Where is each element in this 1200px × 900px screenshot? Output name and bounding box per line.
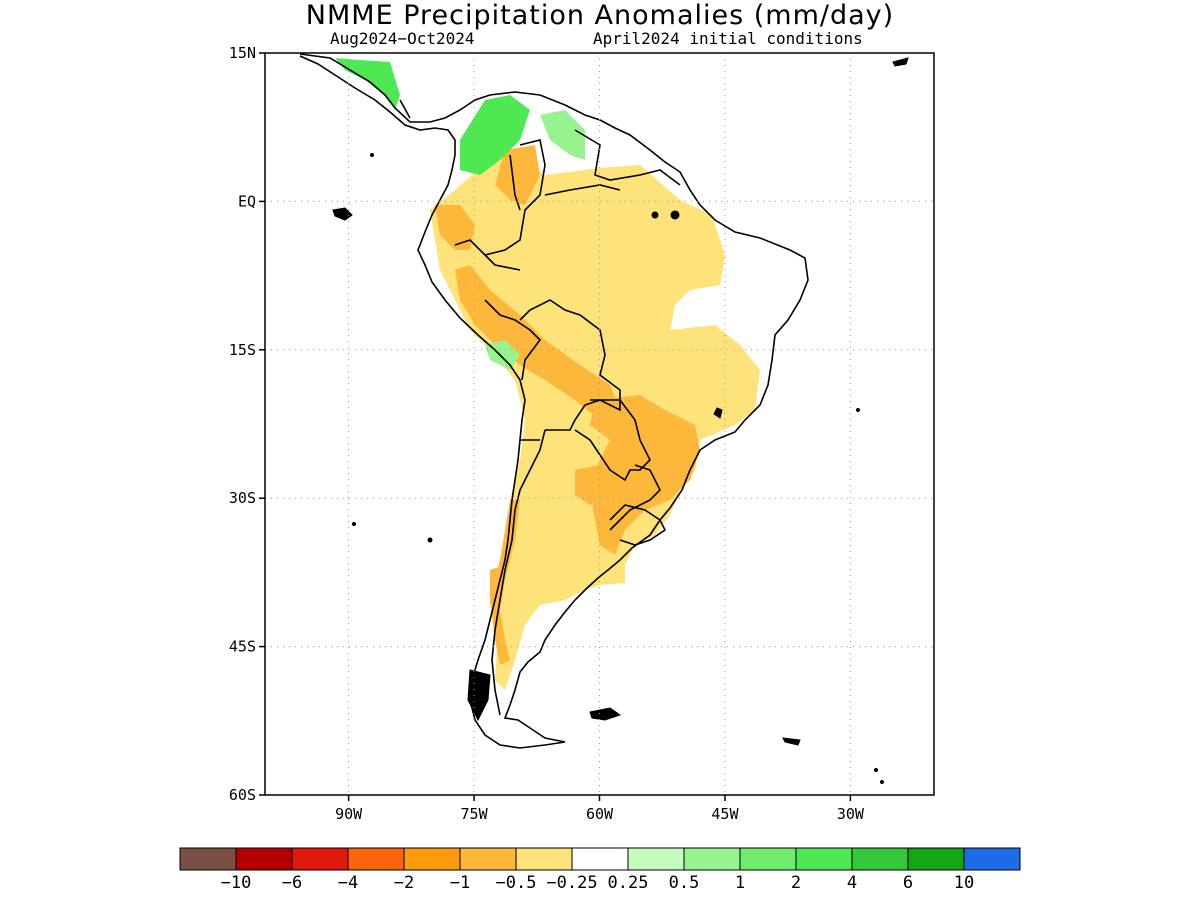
lon-tick-label: 45W [711,805,739,823]
colorbar-swatch [907,847,965,871]
colorbar-label: −10 [221,873,252,893]
colorbar-label: −0.5 [496,873,537,893]
colorbar-swatch [739,847,797,871]
colorbar-label: 0.5 [669,873,700,893]
lon-tick-label: 90W [335,805,363,823]
colorbar-swatch [515,847,573,871]
colorbar: −10 −6 −4 −2 −1 −0.5 −0.25 0.25 0.5 1 2 4 6 10 [179,847,1021,893]
colorbar-swatch [179,847,237,871]
map-gridlines [265,53,934,795]
colorbar-swatch [403,847,461,871]
colorbar-swatch [851,847,909,871]
lat-tick-label: 15S [229,341,256,359]
colorbar-swatch [795,847,853,871]
colorbar-swatch [963,847,1021,871]
anomaly-shading [335,58,760,690]
colorbar-label: 2 [791,873,801,893]
longitude-axis: 90W 75W 60W 45W 30W [335,795,865,823]
colorbar-swatch [627,847,685,871]
colorbar-label: 1 [735,873,745,893]
latitude-axis: 15N EQ 15S 30S 45S 60S [229,44,265,804]
colorbar-label: 4 [847,873,857,893]
initial-conditions: April2024 initial conditions [593,29,863,48]
lon-tick-label: 60W [586,805,614,823]
colorbar-label: 6 [903,873,913,893]
lat-tick-label: 30S [229,489,256,507]
map-title: NMME Precipitation Anomalies (mm/day) [305,0,895,31]
colorbar-label: −0.25 [546,873,597,893]
islands [332,57,909,784]
colorbar-swatch [291,847,349,871]
colorbar-swatch [683,847,741,871]
lat-tick-label: 45S [229,638,256,656]
forecast-period: Aug2024−Oct2024 [330,29,475,48]
lat-tick-label: EQ [238,192,256,210]
colorbar-label: 0.25 [608,873,649,893]
colorbar-label: −1 [450,873,470,893]
colorbar-label: −6 [282,873,302,893]
lon-tick-label: 75W [461,805,489,823]
colorbar-swatch [347,847,405,871]
coastlines [299,53,809,749]
map-area [265,53,934,795]
colorbar-swatch [235,847,293,871]
colorbar-label: −4 [338,873,358,893]
colorbar-label: −2 [394,873,414,893]
colorbar-label: 10 [954,873,974,893]
colorbar-swatch [459,847,517,871]
lon-tick-label: 30W [837,805,865,823]
lat-tick-label: 15N [229,44,256,62]
colorbar-swatch [571,847,629,871]
lat-tick-label: 60S [229,786,256,804]
